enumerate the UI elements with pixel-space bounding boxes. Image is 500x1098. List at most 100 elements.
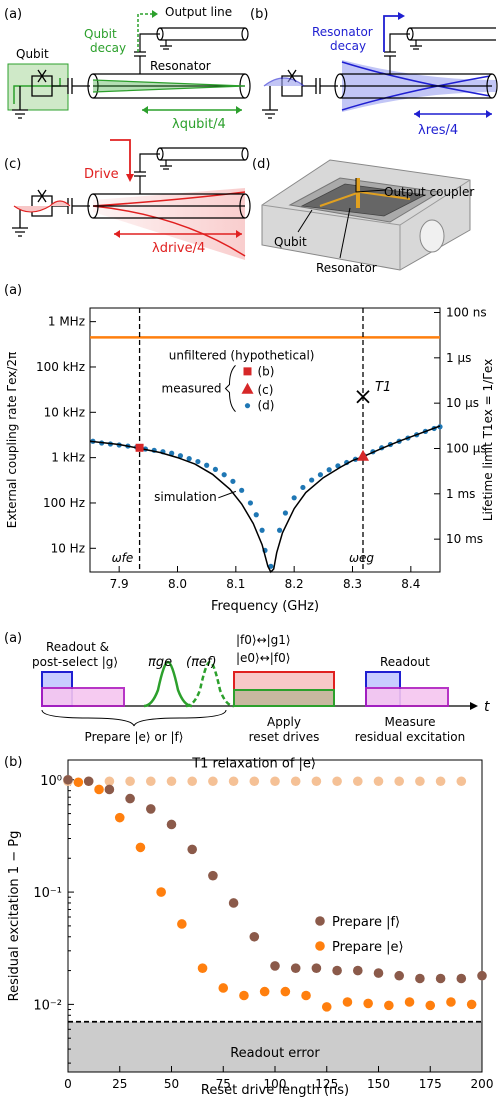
data-point: [456, 973, 467, 984]
data-point: [135, 842, 146, 853]
pi-ge-pulse: [143, 660, 193, 708]
data-point: [353, 965, 363, 976]
legend-marker-d: [244, 403, 251, 409]
data-point: [270, 776, 280, 787]
panel-label-b: (b): [250, 7, 268, 22]
data-point: [363, 998, 373, 1009]
x-tick-label: 175: [419, 1077, 442, 1091]
resonator-label: Resonator: [150, 59, 211, 73]
resonator-cylinder: [87, 73, 251, 99]
data-point: [415, 973, 425, 984]
data-point: [259, 986, 270, 997]
data-point: [290, 776, 301, 787]
y-tick-label: 10 kHz: [44, 405, 85, 419]
data-point: [311, 963, 322, 973]
simulation-label: simulation: [154, 490, 217, 504]
t1-relaxation-label: T1 relaxation of |e⟩: [191, 756, 316, 771]
x-tick-label: 100: [264, 1077, 287, 1091]
data-point: [373, 776, 384, 787]
measured-dot: [309, 477, 315, 483]
reset-label-1: |f0⟩↔|g1⟩: [236, 633, 291, 647]
data-point: [104, 784, 115, 795]
data-point: [404, 997, 415, 1007]
lambda-qubit-label: λqubit/4: [172, 117, 226, 132]
data-point: [435, 973, 446, 984]
x-tick-label: 200: [471, 1077, 494, 1091]
data-point: [187, 844, 197, 855]
pi-ef-label: (πef): [186, 655, 217, 670]
data-point: [342, 997, 353, 1007]
measure-label-1: Measure: [385, 715, 436, 729]
data-point: [332, 965, 342, 976]
measure-label-2: residual excitation: [355, 730, 465, 744]
lambda-drive-label: λdrive/4: [152, 241, 205, 256]
data-point: [114, 812, 125, 823]
prepare-label: Prepare |e⟩ or |f⟩: [85, 730, 184, 744]
y2-tick-label: 10 ms: [446, 532, 483, 546]
measured-dot: [253, 512, 259, 518]
y-tick-label: 1 kHz: [51, 451, 85, 465]
seq-readout-label-2: post-select |g⟩: [32, 655, 118, 669]
data-point: [146, 776, 156, 787]
data-point: [290, 963, 301, 973]
y-tick-label: 1 MHz: [48, 315, 85, 329]
legend-d: (d): [258, 399, 275, 413]
panel-label-coupling: (a): [4, 283, 22, 298]
t1-label: T1: [375, 380, 391, 395]
reset-drive-2: [233, 689, 335, 707]
data-point: [187, 776, 197, 787]
panel-label-d: (d): [252, 157, 270, 172]
measured-dot: [276, 527, 283, 533]
qubit-decay-label-2: decay: [90, 41, 126, 55]
data-point: [456, 776, 467, 787]
coupling-ylabel: External coupling rate Γex/2π: [5, 352, 19, 529]
data-point: [83, 776, 94, 787]
measured-dot: [247, 500, 254, 506]
omega-eg-label: ωeg: [349, 551, 374, 565]
measured-dot: [317, 472, 324, 478]
data-point: [353, 776, 363, 787]
prep-pulse: [41, 687, 125, 707]
measured-label: measured: [162, 382, 222, 396]
measured-dot: [239, 487, 245, 493]
legend-prepare-e: Prepare |e⟩: [332, 940, 404, 955]
measure-pulse: [365, 687, 449, 707]
y-tick-label: 10⁻²: [33, 998, 62, 1013]
pi-ef-pulse: [185, 660, 235, 708]
output-line-label: Output line: [165, 5, 232, 19]
marker-b: [135, 443, 144, 452]
measured-dot: [169, 450, 175, 456]
seq-readout-label-1: Readout &: [46, 640, 109, 654]
readout-error-band: [68, 1021, 482, 1072]
data-point: [125, 793, 135, 804]
data-point: [218, 983, 229, 993]
qubit-label: Qubit: [16, 47, 49, 61]
data-point: [446, 997, 456, 1007]
pi-ge-label: πge: [148, 655, 172, 670]
y-tick-label: 100 kHz: [36, 360, 85, 374]
data-point: [394, 776, 405, 787]
legend-c: (c): [258, 383, 274, 397]
data-point: [301, 990, 311, 1001]
panel-label-c: (c): [4, 157, 21, 172]
data-point: [321, 1002, 332, 1012]
y-tick-label: 10 Hz: [51, 541, 85, 555]
measured-dot: [195, 458, 201, 465]
measured-dot: [212, 466, 219, 473]
measured-dot: [282, 510, 289, 516]
data-point: [435, 776, 446, 787]
data-point: [228, 776, 239, 787]
pulse-sequence: (a) t Readout & post-select |g⟩ πge (πef…: [4, 631, 490, 744]
qubit-3d-label: Qubit: [274, 235, 307, 249]
data-point: [477, 970, 487, 981]
x-tick-label: 8.0: [168, 577, 187, 591]
legend-marker-b: [243, 367, 252, 376]
legend-marker-e: [315, 941, 325, 951]
schematic-a: (a) Qubit Resonator Output lin: [4, 5, 251, 132]
data-point: [104, 776, 115, 787]
data-point: [73, 777, 84, 788]
x-tick-label: 75: [216, 1077, 231, 1091]
residual-chart: (b) 0 25 50 75 100 125 150 175 200 10⁰ 10⁻¹ 10⁻² T1…: [4, 755, 493, 1098]
measured-dot: [177, 453, 184, 459]
